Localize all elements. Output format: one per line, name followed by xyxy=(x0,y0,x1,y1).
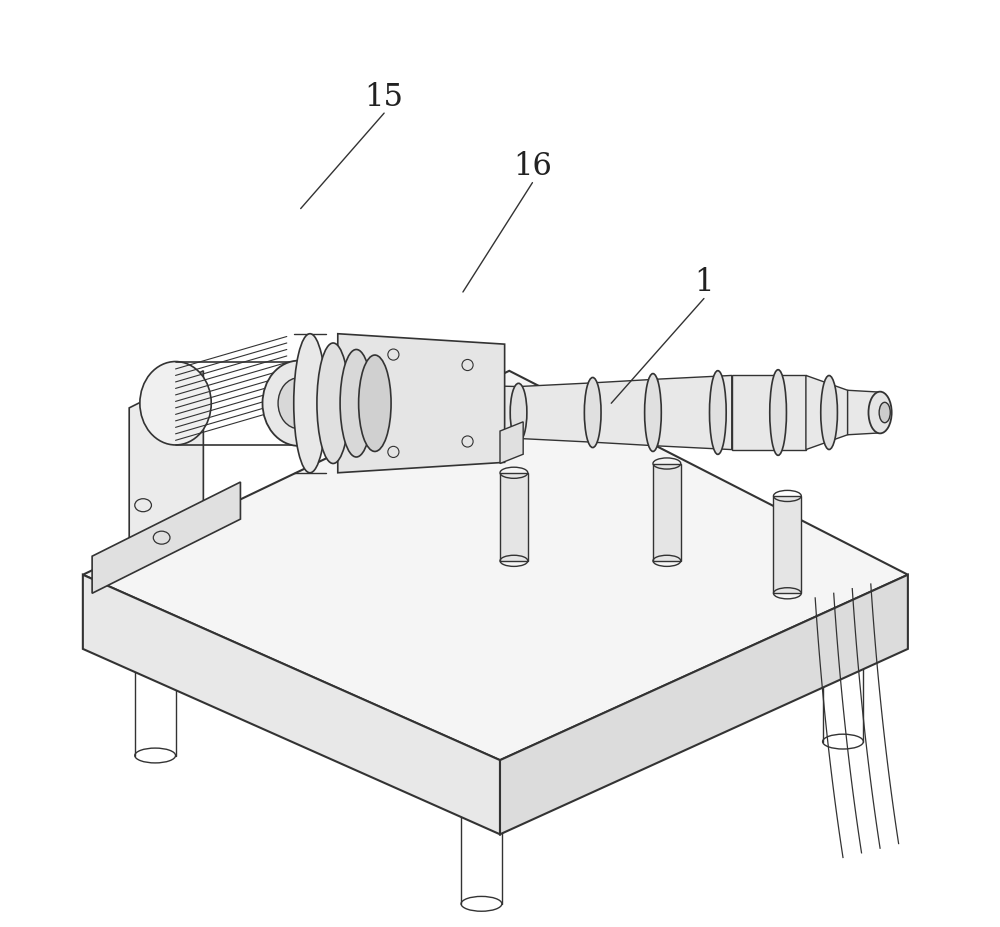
Polygon shape xyxy=(593,379,658,446)
Ellipse shape xyxy=(294,334,326,473)
Text: 15: 15 xyxy=(365,82,404,113)
Polygon shape xyxy=(658,375,732,450)
Ellipse shape xyxy=(584,377,601,448)
Ellipse shape xyxy=(278,378,320,428)
Polygon shape xyxy=(773,496,801,593)
Polygon shape xyxy=(83,371,908,760)
Ellipse shape xyxy=(340,349,373,457)
Ellipse shape xyxy=(879,402,890,423)
Text: 1: 1 xyxy=(694,267,714,298)
Ellipse shape xyxy=(645,374,661,451)
Ellipse shape xyxy=(263,361,335,446)
Polygon shape xyxy=(129,371,203,565)
Polygon shape xyxy=(806,375,848,450)
Ellipse shape xyxy=(140,362,211,445)
Polygon shape xyxy=(500,422,523,464)
Polygon shape xyxy=(444,385,519,440)
Text: 16: 16 xyxy=(513,151,552,183)
Ellipse shape xyxy=(710,371,726,454)
Polygon shape xyxy=(500,575,908,834)
Polygon shape xyxy=(732,375,806,450)
Polygon shape xyxy=(653,464,681,561)
Ellipse shape xyxy=(868,392,892,434)
Ellipse shape xyxy=(317,343,349,464)
Polygon shape xyxy=(848,390,880,435)
Polygon shape xyxy=(92,482,240,593)
Polygon shape xyxy=(83,575,500,834)
Polygon shape xyxy=(519,383,593,442)
Ellipse shape xyxy=(821,375,837,450)
Ellipse shape xyxy=(359,355,391,451)
Polygon shape xyxy=(500,473,528,561)
Ellipse shape xyxy=(510,384,527,442)
Polygon shape xyxy=(338,334,505,473)
Ellipse shape xyxy=(770,370,786,455)
